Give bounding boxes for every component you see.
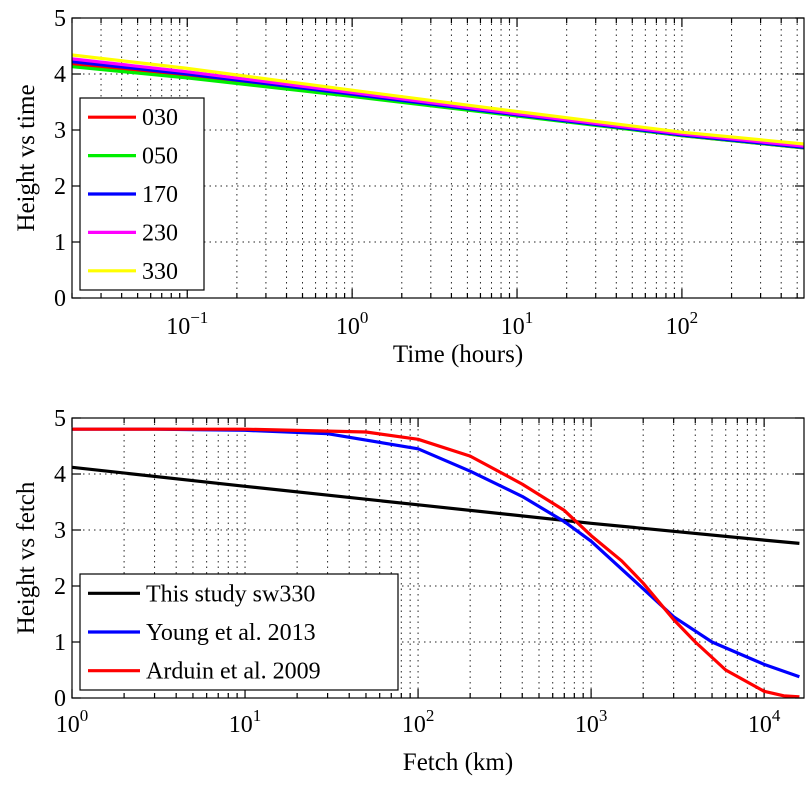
y-axis-title: Height vs time (13, 84, 40, 231)
height-vs-fetch-chart: 0 1 2 3 4 5 100 101 102 103 104 Fetch (km) Height vs… (13, 406, 805, 776)
y-tick-label: 5 (54, 6, 66, 32)
y-tick-label: 0 (54, 686, 66, 712)
series-line-arduin-et-al-2009 (72, 427, 800, 698)
y-tick-label: 5 (54, 406, 66, 432)
legend-label: This study sw330 (146, 581, 315, 607)
y-tick-label: 4 (54, 462, 66, 488)
y-tick-label: 3 (54, 118, 66, 144)
x-tick-label: 101 (229, 706, 262, 738)
x-tick-label: 102 (666, 308, 699, 340)
x-axis-title: Time (hours) (393, 341, 523, 368)
y-tick-label: 0 (54, 286, 66, 312)
x-tick-label: 10−1 (166, 308, 208, 340)
legend-label: Young et al. 2013 (146, 620, 316, 646)
y-tick-label: 1 (54, 230, 66, 256)
series-group (72, 427, 800, 698)
legend: 030 050 170 230 330 (79, 97, 205, 291)
legend-label: 030 (142, 105, 178, 131)
series-line-230 (72, 57, 804, 148)
legend-label: Arduin et al. 2009 (146, 659, 321, 685)
x-tick-label: 103 (575, 706, 608, 738)
legend-label: 330 (142, 259, 178, 285)
x-tick-label: 100 (56, 706, 89, 738)
y-axis-title: Height vs fetch (13, 481, 40, 634)
series-line-330 (72, 53, 804, 146)
series-line-this-study-sw330 (72, 465, 800, 545)
y-tick-label: 4 (54, 62, 66, 88)
plot-frame (71, 17, 805, 299)
legend-label: 170 (142, 182, 178, 208)
legend-label: 050 (142, 144, 178, 170)
legend: This study sw330 Young et al. 2013 Arduin … (79, 573, 399, 691)
legend-label: 230 (142, 220, 178, 246)
series-group (72, 53, 804, 150)
x-tick-label: 100 (336, 308, 369, 340)
y-tick-label: 2 (54, 174, 66, 200)
height-vs-time-chart: 0 1 2 3 4 5 10−1 100 101 102 Time (hours) Height vs… (13, 6, 805, 368)
y-tick-label: 2 (54, 574, 66, 600)
x-tick-label: 101 (501, 308, 534, 340)
y-tick-label: 3 (54, 518, 66, 544)
x-tick-label: 102 (402, 706, 435, 738)
x-axis-title: Fetch (km) (403, 749, 513, 776)
y-tick-label: 1 (54, 630, 66, 656)
x-tick-label: 104 (748, 706, 781, 738)
plot-frame (71, 417, 805, 699)
